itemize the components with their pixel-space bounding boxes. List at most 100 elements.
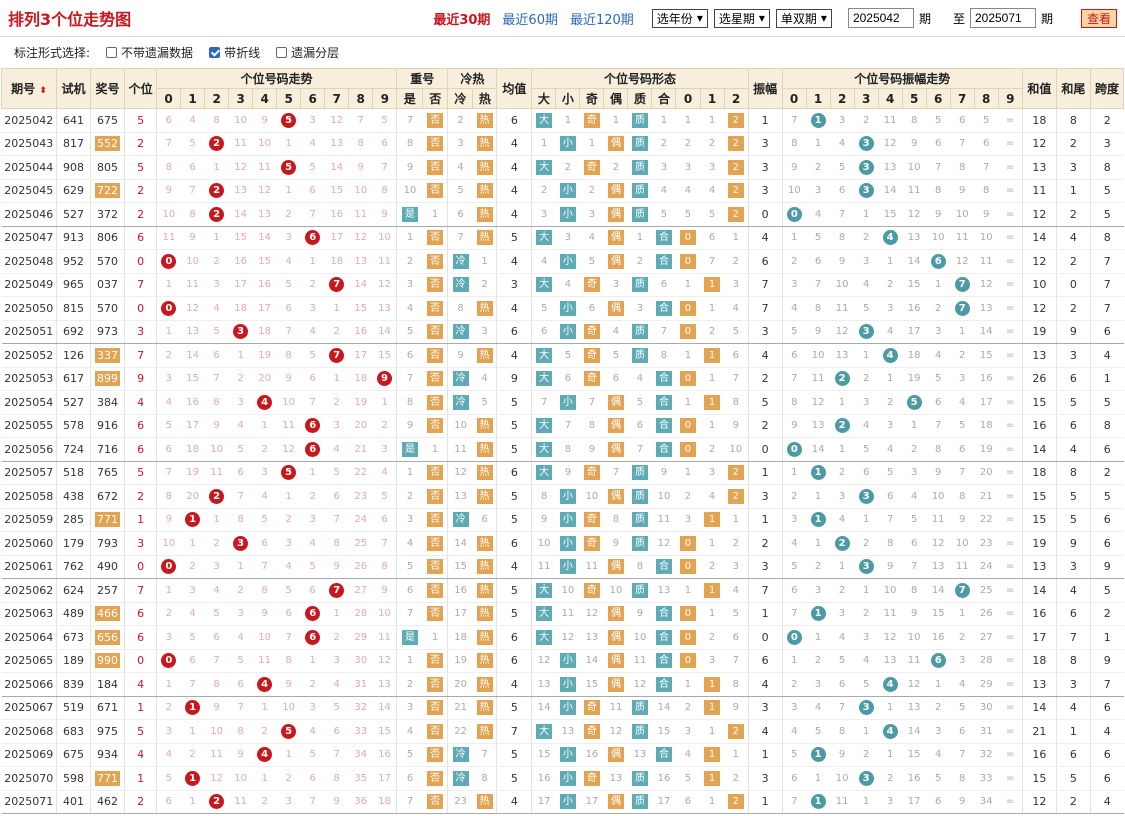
recent-60-link[interactable]: 最近60期 (502, 12, 558, 28)
amp-trend-cell: 7 (782, 602, 807, 626)
repeat-no-cell: 否 (422, 578, 449, 603)
sum-tail-cell: 3 (1056, 343, 1091, 368)
amplitude-cell: 3 (748, 320, 783, 344)
span-cell: 5 (1090, 179, 1124, 203)
trend-cell: 9 (252, 108, 277, 133)
sum-tail-cell: 6 (1056, 743, 1091, 767)
hot-cell: 热 (472, 602, 498, 626)
sum-tail-cell: 1 (1056, 179, 1091, 203)
miss-layer-checkbox[interactable] (276, 47, 288, 58)
prime-cell: 质 (627, 343, 652, 368)
from-period-input[interactable] (847, 8, 914, 28)
amp-trend-cell: 7 (830, 696, 855, 720)
amp-trend-cell: 13 (806, 414, 831, 438)
test-cell: 675 (56, 743, 92, 767)
trend-cell: 10 (372, 602, 398, 626)
trend-cell: 13 (348, 249, 373, 274)
remainder-cell: 1 (700, 719, 725, 744)
remainder-badge: 0 (679, 300, 696, 316)
remainder-cell: 0 (675, 320, 700, 344)
remainder-badge: 0 (679, 559, 696, 575)
span-cell: 2 (1090, 108, 1124, 133)
cold-cell: 23 (447, 790, 473, 814)
draw-cell: 257 (90, 578, 126, 603)
unit-cell: 9 (124, 367, 158, 391)
test-cell: 527 (56, 202, 92, 227)
amp-trend-cell: 9 (950, 179, 975, 203)
amp-trend-cell: 1 (806, 108, 831, 133)
amp-trend-cell: 6 (950, 108, 975, 133)
polyline-checkbox[interactable] (209, 47, 221, 58)
test-cell: 126 (56, 343, 92, 368)
to-period-input[interactable] (969, 8, 1036, 28)
amp-trend-cell: 1 (806, 531, 831, 556)
remainder-cell: 5 (724, 320, 749, 344)
weekday-select[interactable]: 选星期 ▾ (713, 8, 770, 28)
trend-ball: 5 (281, 723, 297, 739)
period-cell: 2025056 (1, 437, 58, 462)
trend-cell: 2 (300, 672, 325, 697)
cold-cell: 冷 (447, 273, 473, 297)
period-cell: 2025062 (1, 578, 58, 603)
recent-30-link[interactable]: 最近30期 (433, 12, 491, 28)
trend-cell: 17 (324, 226, 349, 250)
trend-cell: 4 (300, 531, 325, 556)
avg-cell: 5 (496, 414, 533, 438)
amp-trend-cell: 1 (854, 719, 879, 744)
amp-trend-cell: 10 (878, 578, 903, 603)
small-cell: 小 (555, 766, 580, 791)
trend-digit-header: 8 (348, 88, 374, 109)
amp-trend-cell: 6 (782, 578, 807, 603)
cold-cell: 20 (447, 672, 473, 697)
unit-cell: 4 (124, 743, 158, 767)
trend-cell: 5 (204, 602, 229, 626)
amplitude-cell: 6 (748, 649, 783, 673)
parity-badge: 偶 (607, 794, 624, 810)
amp-ball: 5 (906, 394, 922, 410)
sum-tail-cell: 2 (1056, 202, 1091, 227)
trend-cell: 6 (300, 414, 325, 438)
trend-ball: 6 (305, 441, 321, 457)
remainder-cell: 2 (724, 461, 749, 485)
parity-badge: 偶 (607, 441, 624, 457)
prime-badge: 合 (655, 371, 672, 387)
trend-cell: 4 (300, 132, 325, 156)
table-row: 2025062 624 257 7 1 3 4 2 8 5 6 7 27 9 6 否 16 热 5 大 10 奇 10 质 13… (1, 578, 1124, 603)
odd-even-select[interactable]: 单双期 ▾ (775, 8, 832, 28)
odd-cell: 7 (579, 390, 604, 415)
trend-cell: 19 (348, 390, 373, 415)
col-period[interactable]: 期号 ⬍ (0, 68, 58, 109)
amplitude-cell: 3 (748, 155, 783, 180)
repeat-yes-cell: 7 (396, 108, 423, 133)
no-miss-data-checkbox[interactable] (106, 47, 118, 58)
amp-trend-cell: 27 (974, 625, 999, 650)
query-button[interactable]: 查看 (1080, 8, 1117, 28)
year-select[interactable]: 选年份 ▾ (651, 8, 708, 28)
avg-cell: 9 (496, 367, 533, 391)
sort-arrows-icon[interactable]: ⬍ (39, 86, 47, 96)
sum-cell: 21 (1022, 719, 1057, 744)
trend-cell: 2 (156, 696, 181, 720)
even-cell: 偶 (603, 226, 628, 250)
amp-trend-cell: 2 (782, 249, 807, 274)
amp-trend-cell: 1 (854, 343, 879, 368)
trend-cell: 10 (228, 108, 253, 133)
amp-trend-cell: 8 (782, 390, 807, 415)
prime-cell: 11 (627, 649, 652, 673)
amp-trend-cell: 15 (902, 743, 927, 767)
trend-cell: 13 (252, 202, 277, 227)
amp-trend-cell: 8 (806, 296, 831, 321)
amp-trend-cell: 12 (878, 132, 903, 156)
even-cell: 偶 (603, 672, 628, 697)
span-cell: 4 (1090, 343, 1124, 368)
big-cell: 13 (531, 672, 556, 697)
amp-trend-cell: 4 (854, 273, 879, 297)
amp-trend-cell: 1 (878, 249, 903, 274)
amp-trend-cell: 8 (950, 484, 975, 509)
trend-cell: 9 (180, 226, 205, 250)
recent-120-link[interactable]: 最近120期 (569, 12, 634, 28)
table-row: 2025057 518 765 5 7 19 11 6 3 5 1 5 22 4 1 否 12 热 6 大 9 奇 7 质 9 1… (1, 461, 1124, 485)
draw-number: 552 (95, 136, 121, 152)
trend-cell: 5 (372, 484, 398, 509)
prime-badge: 质 (631, 723, 648, 739)
